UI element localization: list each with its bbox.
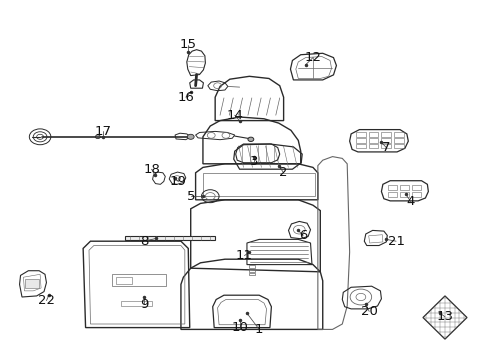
Text: 16: 16 bbox=[177, 91, 194, 104]
Text: 1: 1 bbox=[254, 323, 263, 336]
Text: 11: 11 bbox=[236, 249, 252, 262]
Text: 13: 13 bbox=[436, 310, 452, 323]
Text: 4: 4 bbox=[406, 195, 414, 208]
Text: 7: 7 bbox=[381, 141, 390, 154]
Text: 6: 6 bbox=[298, 229, 307, 242]
Text: 20: 20 bbox=[360, 305, 377, 318]
Text: 19: 19 bbox=[170, 175, 186, 188]
Text: 8: 8 bbox=[140, 235, 148, 248]
Text: 10: 10 bbox=[231, 321, 247, 334]
Text: 3: 3 bbox=[249, 156, 258, 168]
Text: 5: 5 bbox=[186, 190, 195, 203]
Text: 12: 12 bbox=[304, 51, 321, 64]
Text: 15: 15 bbox=[180, 39, 196, 51]
Circle shape bbox=[187, 134, 194, 139]
Text: 2: 2 bbox=[279, 166, 287, 179]
Polygon shape bbox=[25, 279, 39, 288]
Text: 9: 9 bbox=[140, 298, 148, 311]
Text: 14: 14 bbox=[226, 109, 243, 122]
Text: 18: 18 bbox=[143, 163, 160, 176]
Circle shape bbox=[247, 137, 253, 141]
Text: 17: 17 bbox=[94, 125, 111, 138]
Text: 22: 22 bbox=[38, 294, 55, 307]
Polygon shape bbox=[124, 236, 215, 240]
Text: 21: 21 bbox=[387, 235, 404, 248]
